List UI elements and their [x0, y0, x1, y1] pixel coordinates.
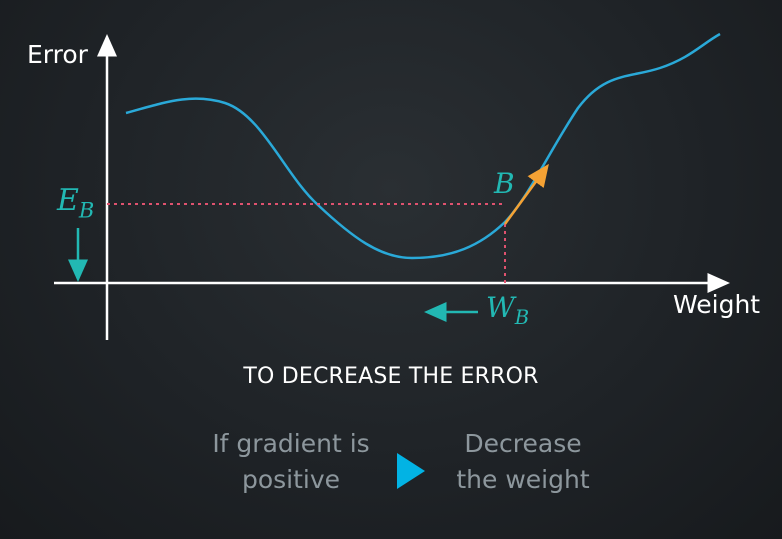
rule-condition-line1: If gradient is: [212, 429, 370, 458]
rule-action-line1: Decrease: [464, 429, 582, 458]
x-axis-label: Weight: [673, 290, 761, 319]
rule-action-line2: the weight: [456, 465, 590, 494]
weight-b-subscript: B: [514, 305, 530, 329]
weight-b-base: W: [486, 291, 515, 324]
rule-action: Decrease the weight: [438, 426, 608, 498]
point-b-label: B: [494, 167, 515, 200]
error-b-subscript: B: [78, 198, 95, 223]
caption-heading: TO DECREASE THE ERROR: [243, 364, 539, 389]
y-axis-label: Error: [27, 40, 88, 69]
error-b-base: E: [57, 183, 79, 218]
error-curve: [125, 32, 721, 260]
rule-condition: If gradient is positive: [196, 426, 386, 498]
error-b-label: EB: [57, 186, 94, 221]
play-icon: [397, 453, 425, 489]
gradient-arrow: [503, 163, 549, 225]
rule-condition-line2: positive: [241, 465, 341, 494]
weight-b-label: WB: [486, 291, 530, 329]
